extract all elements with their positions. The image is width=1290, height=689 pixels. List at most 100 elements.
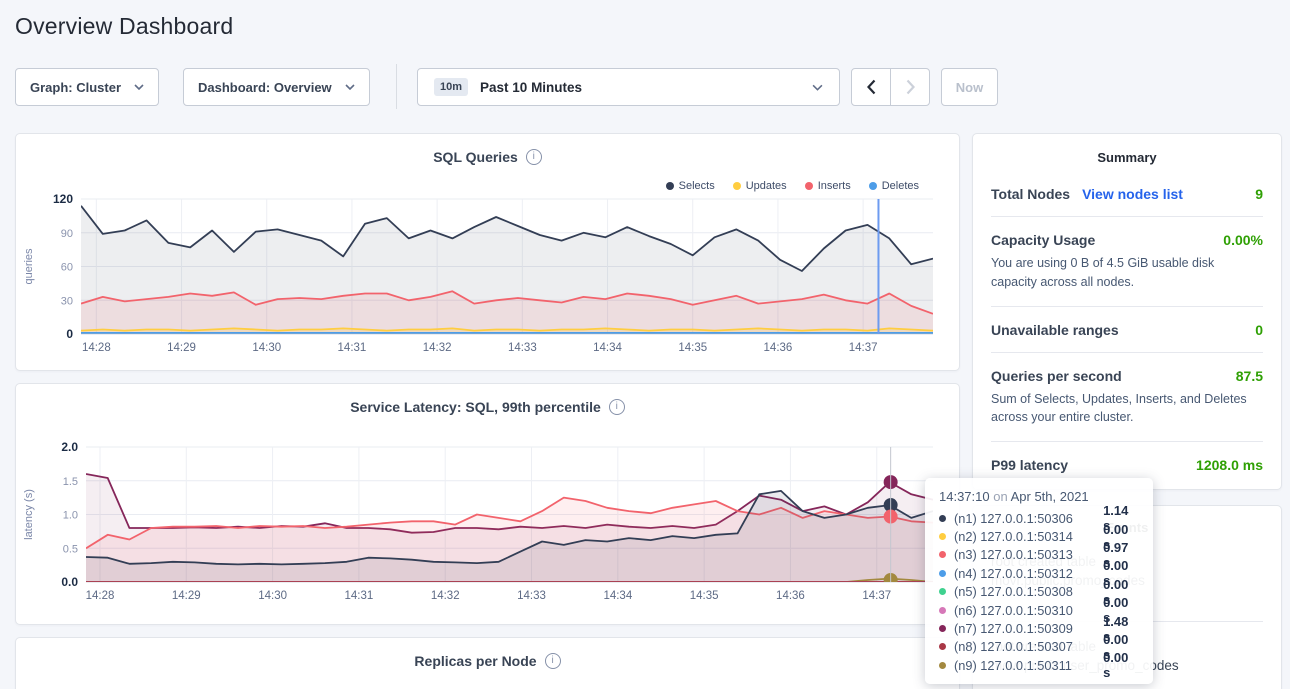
y-tick-label: 0 [66,327,73,341]
qps-value: 87.5 [1235,367,1263,384]
now-button[interactable]: Now [941,68,998,106]
chart-title: Service Latency: SQL, 99th percentile [350,399,601,415]
tooltip-node-row: (n5) 127.0.0.1:50308 0.00 s [939,577,1139,607]
node-color-dot [939,514,946,522]
chevron-down-icon [134,84,144,90]
legend-item[interactable]: Selects [665,180,715,192]
legend-item[interactable]: Updates [732,180,787,192]
node-address: (n3) 127.0.0.1:50313 [954,547,1073,563]
summary-title: Summary [1097,150,1157,165]
unavailable-ranges-value: 0 [1255,321,1263,338]
series-line [81,290,933,315]
y-tick-label: 120 [53,192,73,206]
summary-row-qps: Queries per second 87.5 Sum of Selects, … [991,353,1263,442]
series-line [81,327,933,332]
node-address: (n4) 127.0.0.1:50312 [954,565,1073,581]
legend-item[interactable]: Inserts [804,180,851,192]
summary-row-unavailable: Unavailable ranges 0 [991,307,1263,353]
page-title: Overview Dashboard [15,13,234,39]
legend-label: Deletes [881,180,919,192]
x-tick-label: 14:34 [593,342,622,354]
y-axis-label: queries [23,248,35,285]
dashboard-dropdown[interactable]: Dashboard: Overview [183,68,370,106]
chevron-down-icon [812,84,823,91]
tooltip-node-row: (n7) 127.0.0.1:50309 1.48 s [939,614,1139,644]
time-prev-button[interactable] [851,68,891,106]
unavailable-ranges-label: Unavailable ranges [991,321,1119,338]
x-tick-label: 14:37 [849,342,878,354]
qps-label: Queries per second [991,367,1122,384]
x-tick-label: 14:29 [172,590,201,602]
total-nodes-value: 9 [1255,186,1263,202]
tooltip-node-row: (n2) 127.0.0.1:50314 0.00 s [939,522,1139,552]
x-tick-label: 14:35 [678,342,707,354]
sql-queries-header: SQL Queries i [16,134,959,165]
graph-dropdown-label: Graph: Cluster [30,79,122,95]
node-latency-value: 0.00 s [1103,595,1129,626]
info-icon[interactable]: i [544,653,561,669]
tooltip-node-row: (n4) 127.0.0.1:50312 0.00 s [939,558,1139,588]
time-next-button[interactable] [890,68,930,106]
dashboard-dropdown-label: Dashboard: Overview [198,79,332,95]
legend-item[interactable]: Deletes [868,180,919,192]
time-range-label: Past 10 Minutes [480,79,583,95]
node-color-dot [939,661,946,669]
capacity-value: 0.00% [1223,232,1263,248]
series-line [81,205,933,272]
y-tick-label: 90 [61,228,73,240]
node-latency-value: 0.00 s [1103,576,1129,607]
tooltip-timestamp: 14:37:10 on Apr 5th, 2021 [939,489,1139,504]
tooltip-node-row: (n3) 127.0.0.1:50313 0.97 s [939,540,1139,570]
chevron-down-icon [345,84,355,90]
y-tick-label: 0.0 [61,575,78,589]
chart-title: SQL Queries [433,149,518,165]
time-range-picker[interactable]: 10m Past 10 Minutes [417,68,840,106]
x-tick-label: 14:28 [86,590,115,602]
node-latency-value: 1.48 s [1103,613,1129,644]
chevron-right-icon [906,79,915,95]
x-tick-label: 14:34 [603,590,632,602]
y-tick-label: 30 [61,295,73,307]
legend-label: Selects [678,180,715,192]
series-area [86,490,933,582]
qps-desc: Sum of Selects, Updates, Inserts, and De… [991,391,1247,425]
x-tick-label: 14:28 [82,342,111,354]
node-latency-value: 0.00 s [1103,558,1129,589]
series-area [81,291,933,334]
node-latency-value: 0.00 s [1103,650,1129,681]
series-area [86,497,933,582]
node-color-dot [939,625,946,633]
time-range-badge: 10m [434,78,469,96]
tooltip-on: on [993,489,1008,504]
node-color-dot [939,606,946,614]
series-line [86,496,933,550]
legend-dot [665,182,674,190]
y-tick-label: 2.0 [61,440,78,454]
info-icon[interactable]: i [608,399,625,415]
capacity-desc: You are using 0 B of 4.5 GiB usable disk… [991,256,1215,289]
sql-queries-chart[interactable]: 0 30 60 90 120 14:28 14:29 14:30 14:31 14:32 14:33… [16,184,961,364]
x-tick-label: 14:30 [252,342,281,354]
graph-dropdown[interactable]: Graph: Cluster [15,68,159,106]
node-color-dot [939,569,946,577]
tooltip-node-row: (n8) 127.0.0.1:50307 0.00 s [939,632,1139,662]
info-icon[interactable]: i [525,149,542,165]
node-address: (n8) 127.0.0.1:50307 [954,639,1073,655]
latency-hover-tooltip: 14:37:10 on Apr 5th, 2021 (n1) 127.0.0.1… [925,478,1153,684]
y-tick-label: 1.5 [63,476,78,488]
x-tick-label: 14:33 [517,590,546,602]
x-tick-label: 14:33 [508,342,537,354]
chart-title: Replicas per Node [414,653,537,669]
x-tick-label: 14:30 [258,590,287,602]
node-latency-value: 0.00 s [1103,521,1129,552]
x-tick-label: 14:35 [690,590,719,602]
series-area [81,205,933,334]
node-address: (n1) 127.0.0.1:50306 [954,510,1073,526]
service-latency-chart[interactable]: 0.0 0.5 1.0 1.5 2.0 14:28 14:29 14:30 14:31 14:32… [16,432,961,612]
tooltip-date: Apr 5th, 2021 [1010,489,1089,504]
node-address: (n5) 127.0.0.1:50308 [954,584,1073,600]
view-nodes-list-link[interactable]: View nodes list [1082,186,1183,202]
tooltip-rows: (n1) 127.0.0.1:50306 1.14 s (n2) 127.0.0.1… [939,503,1139,680]
total-nodes-label: Total Nodes [991,186,1071,202]
